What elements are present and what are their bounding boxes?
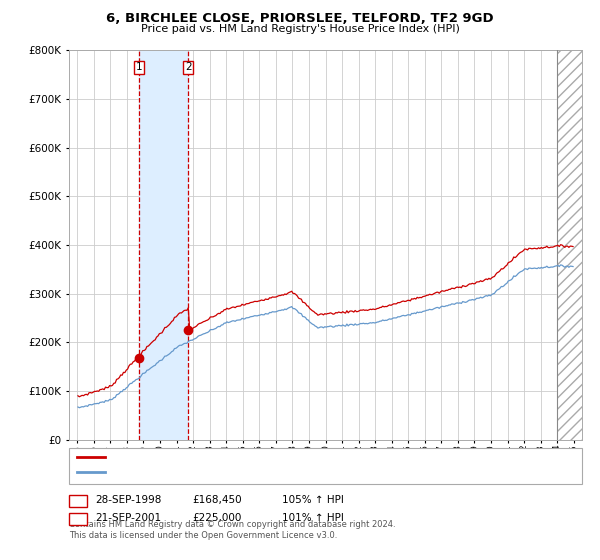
Text: 2: 2 [74, 513, 82, 523]
Text: 101% ↑ HPI: 101% ↑ HPI [282, 513, 344, 523]
Text: Price paid vs. HM Land Registry's House Price Index (HPI): Price paid vs. HM Land Registry's House … [140, 24, 460, 34]
Text: 2: 2 [185, 62, 191, 72]
Text: £168,450: £168,450 [192, 495, 242, 505]
Bar [557, 50, 582, 440]
Text: 6, BIRCHLEE CLOSE, PRIORSLEE, TELFORD, TF2 9GD (detached house): 6, BIRCHLEE CLOSE, PRIORSLEE, TELFORD, T… [110, 452, 454, 462]
Text: 21-SEP-2001: 21-SEP-2001 [95, 513, 161, 523]
Bar [557, 50, 582, 440]
Text: 1: 1 [74, 495, 82, 505]
Bar [139, 50, 188, 440]
Text: 6, BIRCHLEE CLOSE, PRIORSLEE, TELFORD, TF2 9GD: 6, BIRCHLEE CLOSE, PRIORSLEE, TELFORD, T… [106, 12, 494, 25]
Text: Contains HM Land Registry data © Crown copyright and database right 2024.
This d: Contains HM Land Registry data © Crown c… [69, 520, 395, 540]
Text: 28-SEP-1998: 28-SEP-1998 [95, 495, 161, 505]
Text: £225,000: £225,000 [192, 513, 241, 523]
Text: HPI: Average price, detached house, Telford and Wrekin: HPI: Average price, detached house, Telf… [110, 466, 381, 477]
Text: 1: 1 [136, 62, 142, 72]
Text: 105% ↑ HPI: 105% ↑ HPI [282, 495, 344, 505]
